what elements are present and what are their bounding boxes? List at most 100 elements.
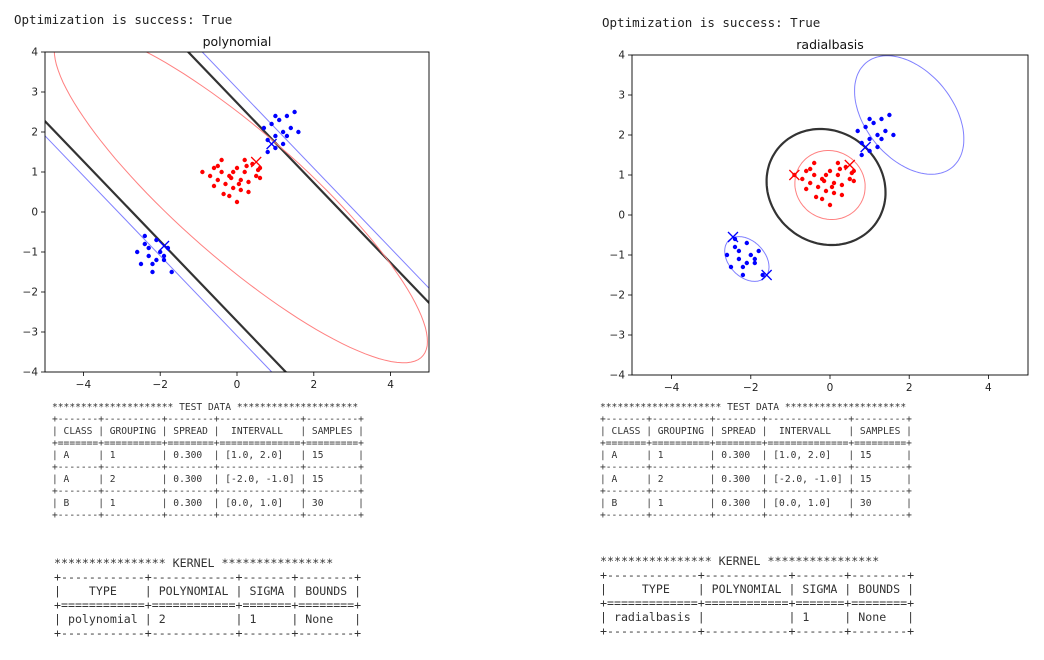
margin-b-contour — [794, 150, 866, 220]
data-point-class-b — [231, 169, 236, 175]
data-point-class-a — [142, 241, 147, 247]
data-point-class-a — [142, 233, 147, 239]
data-point-class-a — [154, 237, 159, 243]
support-vector-marker — [860, 141, 872, 153]
chart-polynomial: polynomial −4 −2 0 2 4 −4 −3 −2 −1 0 1 2 3 4 — [23, 34, 430, 391]
x-tick-label: 0 — [234, 379, 241, 391]
data-point-class-b — [236, 181, 242, 187]
data-point-class-b — [804, 168, 809, 174]
data-point-class-a — [752, 260, 757, 266]
data-point-class-a — [292, 109, 297, 115]
y-tick-label: 0 — [618, 210, 625, 222]
y-tick-label: −4 — [23, 367, 39, 379]
data-point-class-a — [752, 256, 757, 262]
data-point-class-a — [867, 136, 872, 142]
data-point-class-b — [238, 177, 243, 183]
data-point-class-b — [835, 160, 841, 166]
data-point-class-b — [246, 179, 251, 185]
data-point-class-b — [829, 184, 835, 190]
y-tick-label: 2 — [618, 130, 625, 142]
data-point-class-a — [161, 253, 167, 259]
data-point-class-a — [154, 257, 159, 263]
data-point-class-b — [839, 192, 845, 198]
x-tick-label: −4 — [664, 382, 680, 394]
data-point-class-a — [135, 249, 140, 255]
y-tick-label: −2 — [610, 290, 625, 302]
y-tick-label: 4 — [31, 47, 38, 59]
x-tick-label: 0 — [827, 382, 834, 394]
data-point-class-a — [875, 144, 880, 150]
data-point-class-a — [284, 113, 290, 119]
test-data-table: ********************* TEST DATA ********… — [600, 402, 912, 521]
data-point-class-a — [744, 240, 749, 246]
test-data-table: ********************* TEST DATA ********… — [52, 402, 364, 521]
data-point-class-a — [150, 261, 155, 267]
kernel-table: **************** KERNEL ****************… — [54, 556, 362, 640]
decision-boundary — [765, 127, 887, 247]
margin-b-contour — [53, 52, 428, 364]
x-tick-label: 4 — [387, 379, 394, 391]
y-tick-label: 0 — [31, 207, 38, 219]
data-point-class-b — [242, 157, 247, 163]
data-point-class-a — [748, 252, 753, 258]
data-point-class-b — [831, 180, 837, 186]
y-tick-label: 3 — [618, 90, 625, 102]
margin-a-contour — [201, 52, 429, 289]
data-point-class-b — [234, 165, 240, 171]
data-point-class-a — [879, 116, 884, 122]
data-point-class-a — [871, 120, 876, 126]
panel-polynomial: Optimization is success: True polynomial… — [0, 0, 520, 660]
margin-a-contour — [854, 55, 965, 175]
decision-boundary — [186, 52, 429, 305]
data-point-class-a — [261, 125, 267, 131]
plot-area — [724, 55, 965, 282]
support-vector-marker — [158, 240, 170, 252]
data-point-class-a — [138, 261, 144, 267]
y-tick-label: −4 — [610, 370, 626, 382]
y-tick-label: 3 — [31, 87, 38, 99]
data-point-class-a — [883, 128, 888, 134]
support-vector-marker — [844, 159, 856, 171]
data-point-class-b — [815, 184, 821, 190]
data-point-class-b — [211, 183, 217, 189]
data-point-class-a — [269, 121, 274, 127]
data-point-class-a — [736, 256, 742, 262]
panel-radialbasis: Optimization is success: True radialbasi… — [522, 0, 1044, 660]
data-point-class-b — [804, 186, 809, 192]
data-point-class-a — [760, 272, 765, 278]
y-tick-label: 4 — [618, 50, 625, 62]
data-point-class-b — [837, 166, 843, 172]
data-point-class-a — [146, 253, 151, 259]
data-point-class-b — [246, 189, 251, 195]
x-tick-label: 4 — [985, 382, 992, 394]
data-point-class-b — [847, 176, 852, 182]
data-point-class-b — [823, 188, 829, 194]
data-point-class-a — [284, 133, 290, 139]
data-point-class-a — [296, 129, 301, 135]
chart-radialbasis: radialbasis −4 −2 0 2 4 −4 −3 −2 −1 0 1 2 3 4 — [610, 37, 1029, 394]
decision-boundary — [45, 119, 288, 372]
y-tick-label: −3 — [610, 330, 625, 342]
data-point-class-a — [855, 128, 860, 134]
data-point-class-b — [207, 173, 213, 179]
data-point-class-b — [200, 169, 205, 175]
data-point-class-a — [744, 260, 749, 266]
data-point-class-b — [823, 172, 829, 178]
y-tick-label: 2 — [31, 127, 38, 139]
y-tick-label: −1 — [23, 247, 38, 259]
data-point-class-a — [740, 264, 746, 270]
data-point-class-a — [867, 116, 872, 122]
chart-title: polynomial — [203, 34, 272, 49]
data-point-class-a — [724, 252, 730, 258]
data-point-class-b — [254, 173, 259, 179]
data-point-class-a — [161, 257, 167, 263]
data-point-class-b — [821, 178, 827, 184]
data-point-class-a — [169, 269, 174, 275]
data-point-class-a — [280, 141, 286, 147]
data-point-class-a — [273, 113, 278, 119]
x-tick-label: −4 — [76, 379, 92, 391]
x-tick-label: −2 — [152, 379, 167, 391]
data-point-class-b — [831, 190, 837, 196]
data-point-class-a — [280, 129, 286, 135]
data-point-class-b — [812, 172, 817, 178]
